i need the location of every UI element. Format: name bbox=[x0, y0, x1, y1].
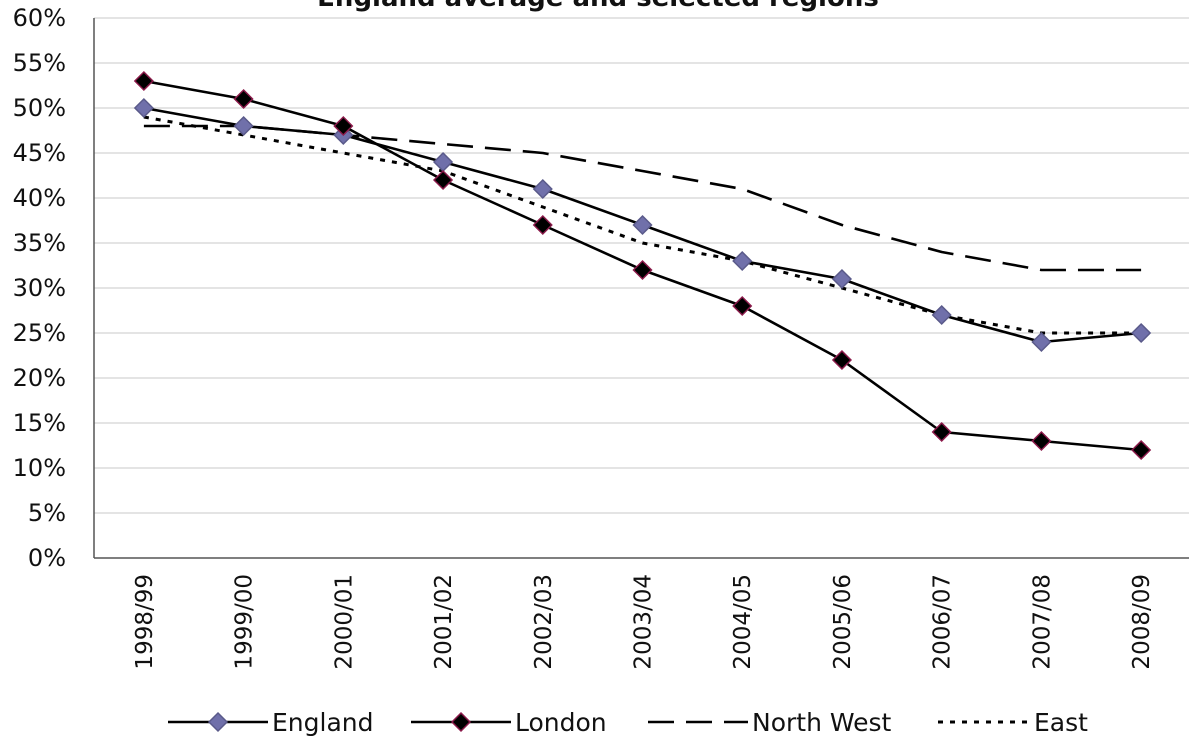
y-tick-label: 55% bbox=[13, 49, 66, 77]
legend-marker-england bbox=[207, 711, 229, 733]
x-tick-label: 2007/08 bbox=[1029, 574, 1055, 670]
legend-item-east: East bbox=[938, 708, 1088, 737]
y-tick-label: 5% bbox=[28, 499, 66, 527]
y-tick-label: 50% bbox=[13, 94, 66, 122]
legend-marker-london bbox=[450, 711, 472, 733]
data-point-london bbox=[732, 295, 753, 317]
data-point-london bbox=[632, 259, 653, 281]
x-tick-label: 2005/06 bbox=[830, 574, 856, 670]
x-tick-label: 2006/07 bbox=[930, 574, 956, 670]
data-point-england bbox=[432, 151, 454, 173]
x-tick-label: 2003/04 bbox=[631, 574, 657, 670]
legend-label-east: East bbox=[1034, 708, 1088, 737]
y-tick-label: 60% bbox=[13, 4, 66, 32]
data-point-england bbox=[233, 115, 254, 137]
y-tick-label: 0% bbox=[28, 544, 66, 572]
x-tick-label: 1998/99 bbox=[132, 574, 158, 670]
data-point-london bbox=[233, 88, 254, 110]
series-markers bbox=[133, 70, 1152, 461]
data-point-london bbox=[532, 214, 553, 236]
y-tick-label: 10% bbox=[13, 454, 66, 482]
data-point-england bbox=[632, 214, 653, 236]
series-line-east bbox=[143, 115, 1142, 335]
y-tick-label: 20% bbox=[13, 364, 66, 392]
x-tick-label: 2000/01 bbox=[331, 574, 357, 670]
data-point-london bbox=[1031, 430, 1052, 452]
y-tick-label: 45% bbox=[13, 139, 66, 167]
x-tick-label: 2004/05 bbox=[730, 574, 756, 670]
legend-label-england: England bbox=[272, 708, 374, 737]
legend-label-north-west: North West bbox=[752, 708, 892, 737]
data-point-london bbox=[432, 169, 454, 191]
data-point-london bbox=[333, 115, 354, 137]
legend: England London North West East bbox=[168, 708, 1088, 737]
chart-title: England average and selected regions bbox=[317, 0, 879, 13]
y-tick-label: 40% bbox=[13, 184, 66, 212]
series-line-north-west bbox=[143, 124, 1142, 272]
data-point-england bbox=[532, 178, 553, 200]
legend-label-london: London bbox=[515, 708, 607, 737]
tick-labels: 0% 5% 10% 15% 20% 25% 30% 35% 40% 45% 50% 55% 60% 199… bbox=[13, 4, 1155, 670]
legend-item-north-west: North West bbox=[648, 708, 892, 737]
data-point-england bbox=[831, 268, 853, 290]
data-point-london bbox=[1131, 439, 1152, 461]
data-point-london bbox=[831, 349, 853, 371]
x-tick-label: 2001/02 bbox=[431, 574, 457, 670]
data-point-england bbox=[931, 304, 952, 326]
y-tick-label: 25% bbox=[13, 319, 66, 347]
legend-item-england: England bbox=[168, 708, 374, 737]
data-point-england bbox=[133, 97, 154, 119]
legend-item-london: London bbox=[411, 708, 607, 737]
data-point-london bbox=[931, 421, 952, 443]
x-tick-label: 2002/03 bbox=[531, 574, 557, 670]
y-tick-label: 30% bbox=[13, 274, 66, 302]
data-point-england bbox=[1031, 331, 1052, 353]
gridlines bbox=[94, 17, 1189, 514]
y-tick-label: 35% bbox=[13, 229, 66, 257]
data-point-london bbox=[133, 70, 154, 92]
axes bbox=[93, 18, 1189, 559]
data-point-england bbox=[732, 250, 753, 272]
x-tick-label: 2008/09 bbox=[1129, 574, 1155, 670]
data-point-england bbox=[1131, 322, 1152, 344]
y-tick-label: 15% bbox=[13, 409, 66, 437]
x-tick-label: 1999/00 bbox=[232, 574, 258, 670]
